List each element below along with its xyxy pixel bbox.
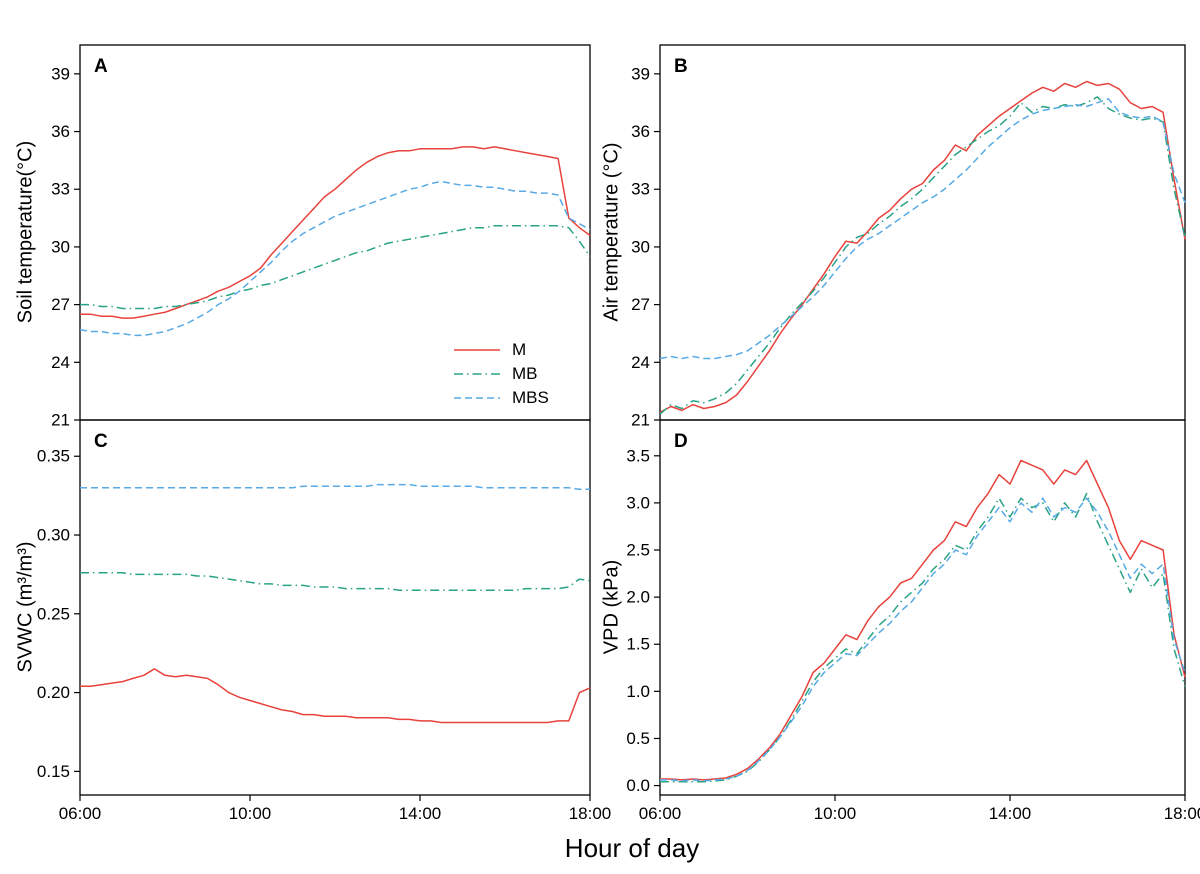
panel-A-ytick-label: 30: [51, 237, 70, 256]
panel-A-series-M: [80, 146, 591, 319]
legend-line-m-icon: [454, 348, 500, 351]
panel-B-ytick-label: 30: [631, 237, 650, 256]
panel-C-ytick-label: 0.30: [37, 526, 70, 545]
panel-B-ytick-label: 33: [631, 180, 650, 199]
panel-A-ytick-label: 21: [51, 411, 70, 430]
y-axis-label-soil-temperature: Soil temperature(°C): [14, 140, 37, 324]
legend: M MB MBS: [452, 339, 549, 408]
panel-B-frame: [659, 44, 1186, 421]
legend-label-m: M: [512, 339, 527, 359]
xtick-label: 14:00: [989, 804, 1032, 823]
panel-D-series-MB: [660, 492, 1186, 783]
xtick-label: 14:00: [399, 804, 442, 823]
panel-B-ytick-label: 39: [631, 64, 650, 83]
panel-D-series-M: [660, 459, 1186, 781]
legend-item-mb: MB: [452, 363, 549, 384]
panel-A-ytick-label: 33: [51, 180, 70, 199]
panel-B-series-MB: [659, 96, 1186, 415]
panel-D-frame: [659, 419, 1186, 796]
legend-line-mbs-icon: [454, 396, 500, 399]
panel-B-ytick-label: 36: [631, 122, 650, 141]
xtick-label: 06:00: [639, 804, 682, 823]
panel-C-ytick-label: 0.20: [37, 683, 70, 702]
panel-C-series-M: [80, 668, 591, 724]
panel-C-ytick-label: 0.35: [37, 447, 70, 466]
panel-C-ytick-label: 0.25: [37, 604, 70, 623]
panel-B-series-M: [659, 80, 1186, 413]
panel-B-ytick-label: 27: [631, 295, 650, 314]
legend-item-m: M: [452, 339, 549, 360]
legend-label-mbs: MBS: [512, 387, 549, 407]
panel-C-series-MB: [80, 572, 591, 591]
panel-D: 0.0 0.5 1.0 1.5 2.0 2.5 3.0 3.5 06:00 10:00 14:00 1…: [626, 419, 1200, 823]
xtick-label: 18:00: [569, 804, 612, 823]
panel-C-frame: [79, 419, 591, 796]
xtick-label: 10:00: [814, 804, 857, 823]
y-axis-label-air-temperature: Air temperature (°C): [600, 142, 623, 322]
x-axis-label: Hour of day: [564, 833, 700, 863]
panel-A-series-MBS: [79, 180, 591, 337]
xtick-label: 18:00: [1164, 804, 1200, 823]
panel-c-letter: C: [94, 431, 108, 452]
panel-C-series-MBS: [80, 483, 590, 491]
panel-A-ytick-label: 24: [51, 353, 70, 372]
legend-line-mb-icon: [454, 372, 500, 375]
panel-D-ytick-label: 0.5: [626, 729, 650, 748]
panel-B-ytick-label: 21: [631, 411, 650, 430]
panel-B: 21 24 27 30 33 36 39: [631, 44, 1186, 430]
panel-D-ytick-label: 3.5: [626, 446, 650, 465]
panel-D-ytick-label: 2.0: [626, 588, 650, 607]
xtick-label: 10:00: [229, 804, 272, 823]
panel-b-letter: B: [674, 56, 688, 77]
panel-a-letter: A: [94, 56, 108, 77]
panel-C-ytick-label: 0.15: [37, 762, 70, 781]
panel-A-ytick-label: 39: [51, 64, 70, 83]
panel-C: 0.15 0.20 0.25 0.30 0.35 06:00 10:00 14:00 18:00: [37, 419, 612, 823]
xtick-label: 06:00: [59, 804, 102, 823]
panel-D-series-MBS: [660, 497, 1186, 782]
panel-A-ytick-label: 36: [51, 122, 70, 141]
panel-B-ytick-label: 24: [631, 353, 650, 372]
panel-D-ytick-label: 1.5: [626, 635, 650, 654]
panel-A-ytick-label: 27: [51, 295, 70, 314]
y-axis-label-svwc: SVWC (m³/m³): [14, 541, 37, 673]
panel-D-ytick-label: 2.5: [626, 541, 650, 560]
legend-item-mbs: MBS: [452, 387, 549, 408]
y-axis-label-vpd: VPD (kPa): [600, 559, 623, 655]
panel-B-series-MBS: [659, 98, 1186, 360]
panel-D-ytick-label: 3.0: [626, 493, 650, 512]
panel-D-ytick-label: 1.0: [626, 682, 650, 701]
legend-label-mb: MB: [512, 363, 538, 383]
panel-d-letter: D: [674, 431, 688, 452]
panel-D-ytick-label: 0.0: [626, 776, 650, 795]
panel-A-series-MB: [80, 225, 591, 310]
